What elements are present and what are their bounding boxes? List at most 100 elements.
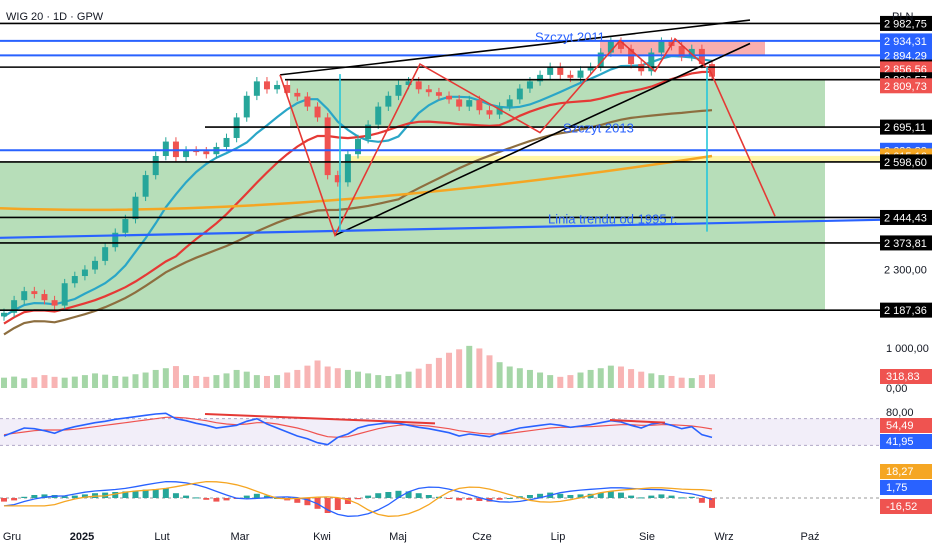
macd-histogram-bar: [668, 495, 675, 498]
volume-bar: [183, 375, 190, 388]
annotations-layer: Szczyt 2011 Szczyt 2013 Linia trendu od 19…: [0, 19, 881, 239]
candle-body: [365, 124, 372, 140]
macd-value-label: 18,27: [886, 466, 914, 478]
volume-bar: [193, 375, 200, 388]
candle-body: [395, 84, 402, 96]
volume-bar: [597, 368, 604, 388]
volume-bar: [557, 376, 564, 388]
macd-histogram-bar: [456, 498, 463, 501]
volume-bar: [658, 375, 665, 388]
macd-histogram-bar: [638, 497, 645, 499]
candle-body: [405, 81, 412, 85]
volume-bar: [709, 374, 715, 388]
candle-body: [547, 66, 554, 75]
x-tick-label: Mar: [231, 531, 250, 543]
price-tag-bg: [880, 235, 932, 251]
volume-bar: [172, 366, 179, 388]
volume-bar: [334, 368, 341, 388]
volume-bar: [243, 371, 250, 388]
macd-panel: 18,27 1,75 -16,52: [0, 464, 932, 517]
price-tag-bg: [880, 15, 932, 31]
volume-bar: [425, 363, 432, 388]
volume-bar: [223, 373, 230, 388]
candle-body: [567, 74, 574, 78]
rsi-signal-line: [3, 416, 713, 438]
candle-body: [496, 106, 503, 115]
macd-histogram-bar: [678, 497, 685, 499]
price-tag-bg: [880, 119, 932, 135]
upper-trendline: [279, 19, 751, 76]
x-tick-label: Maj: [389, 531, 407, 543]
x-tick-label: Paź: [801, 531, 820, 543]
candle-body: [678, 46, 685, 57]
price-tag-label: 2 809,73: [884, 81, 927, 93]
volume-bar: [577, 372, 584, 388]
candle-body: [587, 66, 594, 71]
price-tag-bg: [880, 33, 932, 49]
volume-bar: [395, 374, 402, 388]
time-axis[interactable]: Gru 2025 Lut Mar Kwi Maj Cze Lip Sie Wrz Paź: [3, 531, 820, 543]
volume-bar: [122, 376, 129, 388]
volume-bar: [284, 372, 291, 388]
candle-body: [344, 154, 351, 183]
macd-histogram-bar: [688, 496, 695, 498]
macd-histogram-bar: [122, 491, 129, 498]
candle-body: [415, 81, 422, 90]
volume-bar: [415, 368, 422, 388]
price-tag-label: 2 373,81: [884, 238, 927, 250]
macd-value-tag: [880, 499, 932, 514]
macd-histogram-bar: [385, 492, 392, 498]
price-axis[interactable]: 2 982,752 934,312 894,292 861,522 856,56…: [880, 15, 932, 318]
volume-bar: [587, 369, 594, 388]
candle-body: [709, 64, 715, 77]
price-tag-label: 2 598,60: [884, 157, 927, 169]
macd-histogram-bar: [365, 495, 372, 498]
symbol-title: WIG 20 · 1D · GPW: [6, 11, 104, 23]
macd-histogram-bar: [152, 489, 159, 498]
macd-histogram-bar: [446, 498, 453, 499]
macd-histogram-bar: [405, 491, 412, 498]
macd-histogram-bar: [658, 494, 665, 498]
price-tag-label: 2 894,29: [884, 50, 927, 62]
macd-histogram-bar: [496, 498, 503, 500]
volume-bar: [688, 378, 695, 388]
volume-bar: [213, 375, 220, 388]
candle-body: [132, 196, 139, 220]
macd-value-label: -16,52: [886, 501, 917, 513]
yellow-zone: [345, 155, 880, 162]
macd-histogram-bar: [41, 494, 48, 498]
volume-bar: [253, 375, 260, 388]
volume-bar: [102, 374, 109, 388]
macd-histogram-bar: [1, 498, 7, 502]
macd-histogram-bar: [506, 498, 513, 499]
candle-body: [607, 41, 614, 53]
volume-bar: [112, 375, 119, 388]
rsi-signal-tag: [880, 418, 932, 433]
candle-body: [324, 117, 331, 176]
candle-body: [31, 291, 38, 295]
y-tick-label: 2 300,00: [884, 265, 927, 277]
x-tick-label: Sie: [639, 531, 655, 543]
candle-body: [577, 70, 584, 78]
x-tick-label: 2025: [70, 531, 94, 543]
macd-histogram-bar: [172, 493, 179, 498]
macd-histogram-bar: [71, 495, 78, 498]
price-tag-label: 2 444,43: [884, 212, 927, 224]
volume-tick-1000: 1 000,00: [886, 343, 929, 355]
candle-body: [274, 84, 281, 90]
macd-histogram-bar: [628, 495, 635, 498]
candle-body: [425, 89, 432, 93]
macd-value-tag: [880, 464, 932, 479]
macd-histogram-bar: [587, 493, 594, 498]
candle-body: [223, 137, 230, 147]
volume-bar: [21, 378, 28, 388]
price-tag-bg: [880, 302, 932, 318]
candle-body: [375, 106, 382, 125]
macd-histogram-bar: [193, 497, 200, 499]
macd-histogram-bar: [597, 492, 604, 498]
candle-body: [284, 84, 291, 93]
candle-body: [162, 141, 169, 156]
macd-histogram-bar: [395, 490, 402, 498]
candle-body: [698, 48, 705, 65]
volume-bar: [516, 368, 523, 388]
